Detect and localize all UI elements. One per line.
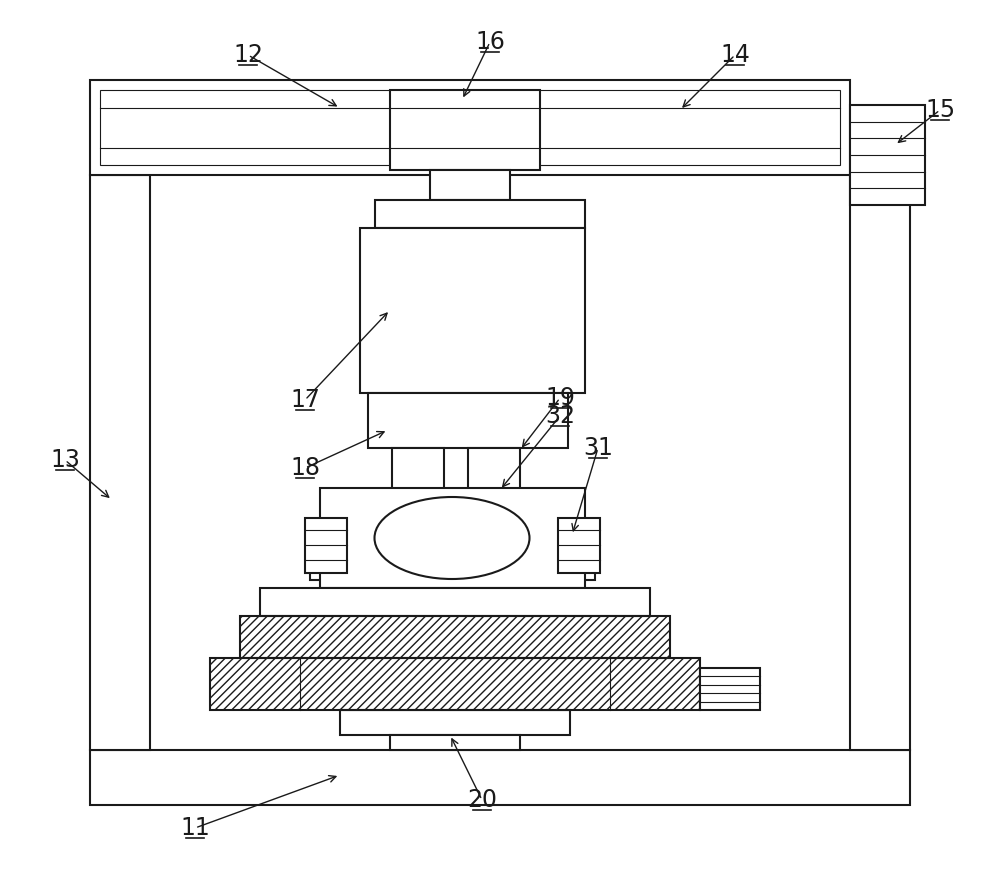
Text: 13: 13: [50, 448, 80, 472]
Text: 14: 14: [720, 43, 750, 67]
Text: 17: 17: [290, 388, 320, 412]
Bar: [483, 495, 505, 523]
Bar: [390, 735, 520, 750]
Text: 15: 15: [925, 98, 955, 122]
Bar: [468, 448, 520, 503]
Bar: [490, 523, 498, 553]
Bar: [385, 512, 520, 540]
Text: 31: 31: [583, 436, 613, 460]
Bar: [700, 668, 760, 710]
Bar: [318, 525, 352, 545]
Text: 20: 20: [467, 788, 497, 812]
Text: 19: 19: [545, 386, 575, 410]
Bar: [210, 658, 700, 710]
Bar: [240, 616, 670, 658]
Text: 16: 16: [475, 30, 505, 54]
Ellipse shape: [374, 497, 530, 579]
Bar: [392, 448, 444, 503]
Bar: [100, 90, 840, 165]
Text: 32: 32: [545, 404, 575, 428]
Bar: [850, 105, 925, 205]
Bar: [305, 518, 347, 573]
Bar: [545, 520, 595, 580]
Bar: [240, 616, 670, 658]
Bar: [407, 495, 431, 523]
Bar: [90, 80, 850, 175]
Bar: [390, 90, 540, 170]
Bar: [340, 710, 570, 735]
Bar: [360, 228, 585, 393]
Text: 11: 11: [180, 816, 210, 840]
Bar: [90, 750, 910, 805]
Bar: [430, 170, 510, 200]
Bar: [210, 658, 700, 710]
Bar: [90, 175, 150, 750]
Bar: [558, 518, 600, 573]
Bar: [260, 588, 650, 616]
Bar: [553, 525, 587, 545]
Bar: [850, 175, 910, 750]
Bar: [100, 90, 840, 165]
Bar: [320, 488, 585, 588]
Bar: [375, 200, 585, 228]
Bar: [368, 393, 568, 448]
Text: 18: 18: [290, 456, 320, 480]
Text: 12: 12: [233, 43, 263, 67]
Bar: [310, 520, 360, 580]
